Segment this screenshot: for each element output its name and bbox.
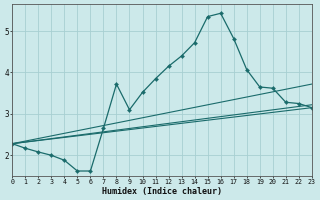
X-axis label: Humidex (Indice chaleur): Humidex (Indice chaleur) bbox=[102, 187, 222, 196]
